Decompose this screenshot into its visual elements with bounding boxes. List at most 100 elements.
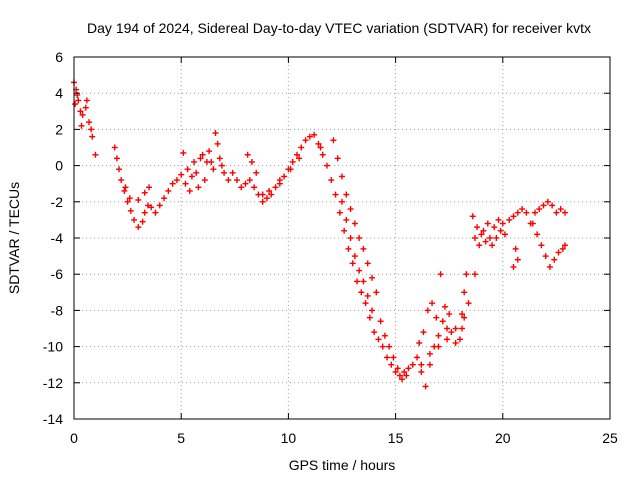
data-point bbox=[317, 144, 324, 151]
data-point bbox=[276, 180, 283, 187]
data-point bbox=[362, 300, 369, 307]
data-point bbox=[83, 97, 90, 104]
data-point bbox=[266, 187, 273, 194]
data-point bbox=[161, 195, 168, 202]
data-point bbox=[78, 122, 85, 129]
data-point bbox=[536, 206, 543, 213]
data-point bbox=[182, 180, 189, 187]
data-point bbox=[469, 213, 476, 220]
data-point bbox=[369, 274, 376, 281]
data-point bbox=[126, 195, 133, 202]
data-point bbox=[474, 224, 481, 231]
data-point bbox=[347, 206, 354, 213]
data-point bbox=[319, 151, 326, 158]
data-point bbox=[549, 202, 556, 209]
data-point bbox=[420, 329, 427, 336]
data-point bbox=[366, 314, 373, 321]
data-point bbox=[229, 169, 236, 176]
data-point bbox=[347, 235, 354, 241]
data-point bbox=[210, 166, 217, 173]
data-point bbox=[461, 289, 468, 296]
data-point bbox=[131, 216, 138, 223]
data-point bbox=[381, 332, 388, 339]
data-point bbox=[399, 376, 406, 383]
data-point bbox=[471, 271, 478, 278]
data-point bbox=[221, 169, 228, 176]
chart-title: Day 194 of 2024, Sidereal Day-to-day VTE… bbox=[87, 20, 591, 36]
data-point bbox=[491, 224, 498, 231]
data-point bbox=[482, 238, 489, 245]
data-point bbox=[328, 177, 335, 184]
data-point bbox=[351, 220, 358, 227]
data-point bbox=[534, 231, 541, 238]
x-tick-label: 10 bbox=[281, 430, 297, 446]
data-point bbox=[409, 361, 416, 368]
data-point bbox=[139, 218, 146, 225]
data-point bbox=[476, 242, 483, 249]
data-point bbox=[111, 144, 118, 151]
data-point bbox=[341, 227, 348, 234]
data-point bbox=[263, 195, 270, 202]
data-point bbox=[553, 209, 560, 216]
data-point bbox=[287, 166, 294, 173]
data-point bbox=[459, 311, 466, 318]
data-point bbox=[233, 177, 240, 184]
data-point bbox=[358, 289, 365, 296]
data-point bbox=[141, 209, 148, 216]
data-point bbox=[306, 133, 313, 140]
data-point bbox=[465, 300, 472, 307]
data-point bbox=[72, 101, 79, 108]
data-point bbox=[116, 166, 123, 173]
data-point bbox=[446, 311, 453, 318]
data-point bbox=[343, 216, 350, 223]
data-point bbox=[349, 260, 356, 267]
data-point bbox=[351, 253, 358, 260]
data-point bbox=[439, 318, 446, 325]
data-point bbox=[551, 256, 558, 263]
data-point bbox=[559, 245, 566, 252]
data-point bbox=[121, 187, 128, 194]
data-point bbox=[418, 361, 425, 368]
data-point bbox=[188, 173, 195, 180]
data-point bbox=[506, 216, 513, 223]
data-point bbox=[75, 97, 82, 104]
data-point bbox=[360, 278, 367, 285]
data-point bbox=[212, 130, 219, 137]
data-point bbox=[124, 198, 131, 205]
data-point bbox=[514, 256, 521, 263]
data-point bbox=[484, 220, 491, 227]
data-point bbox=[146, 184, 153, 191]
data-point bbox=[546, 263, 553, 270]
data-point bbox=[510, 263, 517, 270]
x-tick-label: 0 bbox=[70, 430, 78, 446]
data-point bbox=[501, 231, 508, 238]
x-tick-label: 15 bbox=[388, 430, 404, 446]
data-point bbox=[201, 177, 208, 184]
data-point bbox=[478, 231, 485, 238]
data-point bbox=[118, 177, 125, 184]
data-point bbox=[486, 235, 493, 241]
data-point bbox=[514, 209, 521, 216]
data-point bbox=[364, 260, 371, 267]
data-point bbox=[296, 155, 303, 162]
data-point bbox=[88, 126, 95, 133]
data-point bbox=[394, 365, 401, 372]
data-point bbox=[418, 368, 425, 375]
data-point bbox=[206, 148, 213, 155]
data-point bbox=[369, 307, 376, 314]
x-axis-ticks: 0 5 10 15 20 25 bbox=[70, 57, 618, 446]
data-point bbox=[429, 300, 436, 307]
data-point bbox=[437, 271, 444, 278]
data-point bbox=[191, 158, 198, 165]
data-point bbox=[403, 372, 410, 379]
data-point bbox=[392, 368, 399, 375]
data-point bbox=[298, 144, 305, 151]
data-point bbox=[122, 184, 129, 191]
y-tick-label: 6 bbox=[55, 49, 63, 65]
data-point bbox=[360, 245, 367, 252]
data-point bbox=[336, 209, 343, 216]
x-axis-label: GPS time / hours bbox=[289, 457, 396, 473]
data-point bbox=[281, 173, 288, 180]
data-point bbox=[315, 140, 322, 147]
data-point bbox=[529, 220, 536, 227]
